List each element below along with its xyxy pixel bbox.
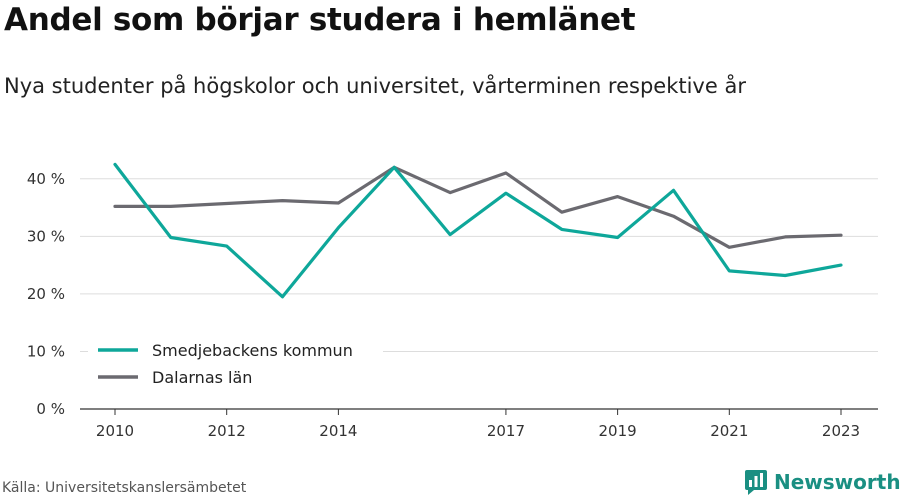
y-tick-label: 20 % [27, 285, 65, 303]
x-tick-label: 2012 [208, 422, 246, 440]
legend-label: Smedjebackens kommun [152, 341, 353, 360]
series-line-dalarna [113, 165, 843, 249]
y-tick-label: 40 % [27, 170, 65, 188]
x-tick-label: 2014 [319, 422, 357, 440]
series-lines [113, 162, 843, 299]
bar-chart-logo-icon [745, 470, 767, 495]
chart-title: Andel som börjar studera i hemlänet [4, 2, 636, 38]
line-chart: 0 % 10 % 20 % 30 % 40 % 2010 2012 2014 2017 2019… [27, 162, 878, 440]
x-tick-label: 2019 [599, 422, 637, 440]
series-line-smedjebacken [113, 162, 843, 299]
brand-logo[interactable]: Newsworthy [744, 468, 900, 496]
legend: Smedjebackens kommun Dalarnas län [88, 337, 383, 393]
x-tick-label: 2017 [487, 422, 525, 440]
x-tick-label: 2021 [710, 422, 748, 440]
x-tick-label: 2023 [822, 422, 860, 440]
y-tick-label: 0 % [36, 400, 65, 418]
source-note: Källa: Universitetskanslersämbetet [2, 480, 247, 496]
brand-name: Newsworthy [774, 470, 900, 494]
legend-label: Dalarnas län [152, 368, 252, 387]
x-tick-label: 2010 [96, 422, 134, 440]
y-tick-label: 30 % [27, 227, 65, 245]
chart-subtitle: Nya studenter på högskolor och universit… [4, 74, 746, 98]
legend-background [88, 337, 383, 393]
y-tick-label: 10 % [27, 342, 65, 360]
x-axis-ticks: 2010 2012 2014 2017 2019 2021 2023 [96, 409, 860, 440]
y-axis-ticks: 0 % 10 % 20 % 30 % 40 % [27, 170, 65, 418]
